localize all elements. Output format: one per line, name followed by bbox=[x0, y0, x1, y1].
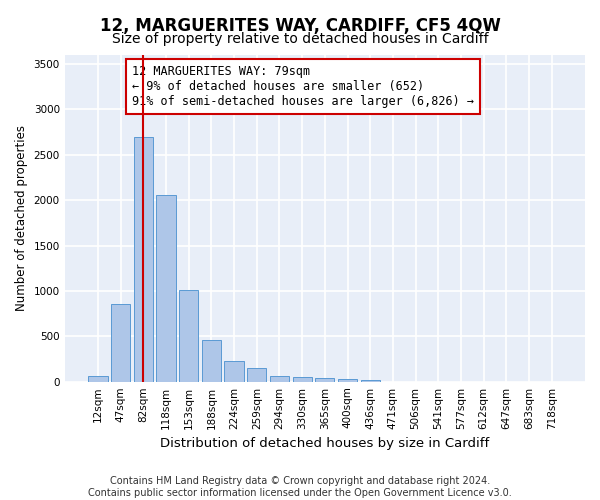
Text: 12, MARGUERITES WAY, CARDIFF, CF5 4QW: 12, MARGUERITES WAY, CARDIFF, CF5 4QW bbox=[100, 18, 500, 36]
Text: Contains HM Land Registry data © Crown copyright and database right 2024.
Contai: Contains HM Land Registry data © Crown c… bbox=[88, 476, 512, 498]
Bar bbox=[361, 380, 380, 382]
X-axis label: Distribution of detached houses by size in Cardiff: Distribution of detached houses by size … bbox=[160, 437, 490, 450]
Bar bbox=[88, 376, 107, 382]
Text: Size of property relative to detached houses in Cardiff: Size of property relative to detached ho… bbox=[112, 32, 488, 46]
Bar bbox=[293, 377, 312, 382]
Bar bbox=[134, 136, 153, 382]
Bar bbox=[224, 361, 244, 382]
Bar bbox=[338, 380, 357, 382]
Bar bbox=[270, 376, 289, 382]
Text: 12 MARGUERITES WAY: 79sqm
← 9% of detached houses are smaller (652)
91% of semi-: 12 MARGUERITES WAY: 79sqm ← 9% of detach… bbox=[133, 65, 475, 108]
Bar bbox=[157, 195, 176, 382]
Bar bbox=[111, 304, 130, 382]
Bar bbox=[247, 368, 266, 382]
Y-axis label: Number of detached properties: Number of detached properties bbox=[15, 126, 28, 312]
Bar bbox=[202, 340, 221, 382]
Bar bbox=[315, 378, 334, 382]
Bar bbox=[179, 290, 199, 382]
